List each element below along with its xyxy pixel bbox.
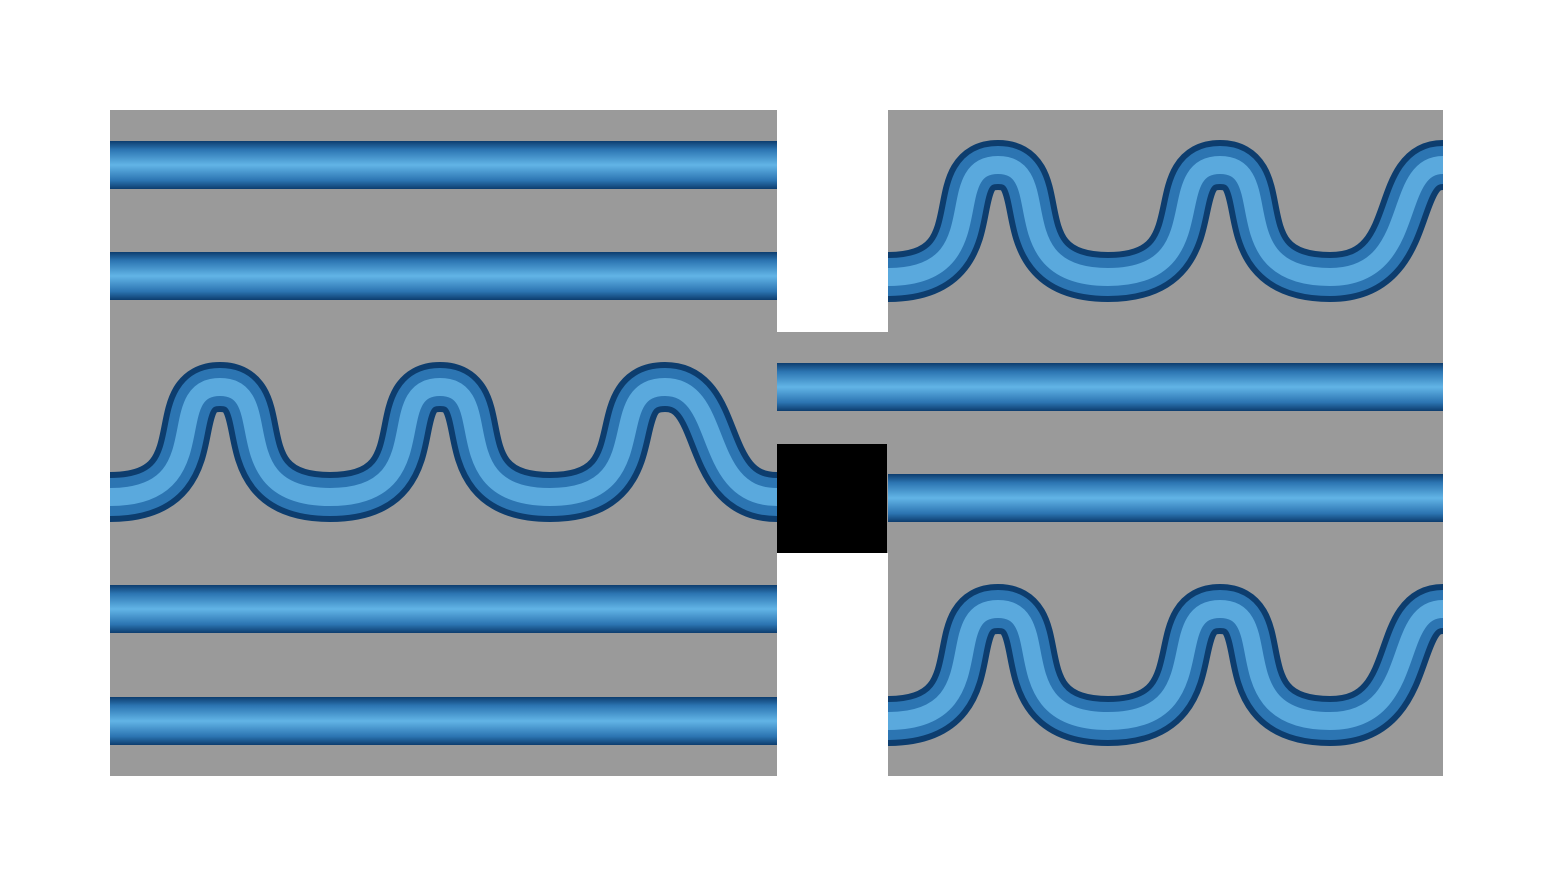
wavy-pipe (886, 139, 1447, 303)
wavy-pipe (886, 583, 1447, 747)
straight-pipe (110, 141, 777, 189)
wavy-pipe (108, 361, 780, 523)
straight-pipe (888, 474, 1443, 522)
tile-left-block[interactable] (110, 110, 777, 776)
straight-pipe (110, 585, 777, 633)
straight-pipe (110, 252, 777, 300)
empty-slot[interactable] (777, 444, 887, 553)
straight-pipe (777, 363, 1443, 411)
straight-pipe (110, 697, 777, 745)
